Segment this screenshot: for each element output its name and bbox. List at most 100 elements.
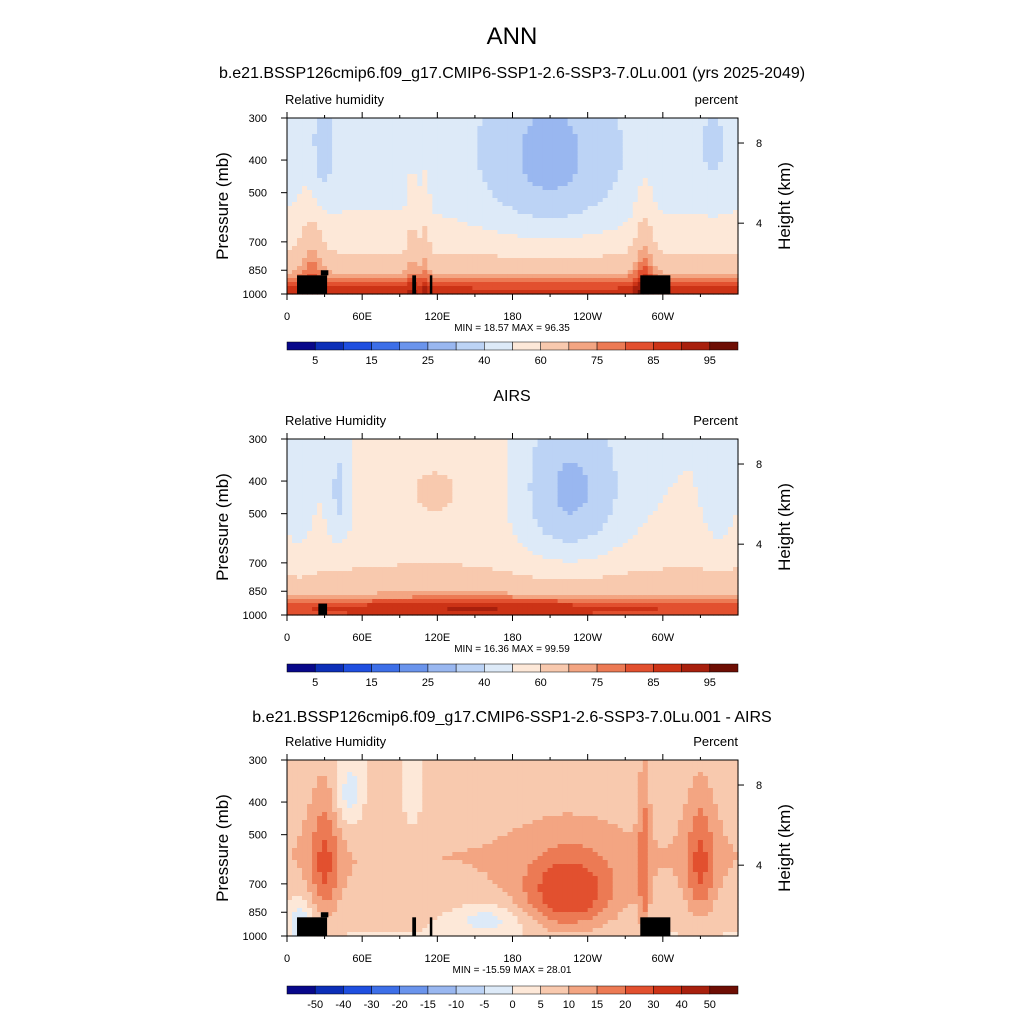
contour-cell: [477, 154, 484, 159]
contour-cell: [662, 198, 669, 203]
contour-cell: [502, 126, 509, 131]
contour-cell: [357, 495, 363, 500]
contour-cell: [552, 142, 559, 147]
contour-cell: [292, 166, 298, 171]
contour-cell: [337, 210, 343, 215]
contour-cell: [727, 254, 734, 259]
contour-cell: [627, 174, 634, 179]
contour-cell: [382, 611, 388, 616]
contour-cell: [462, 122, 468, 127]
contour-cell: [727, 282, 734, 287]
contour-cell: [732, 230, 739, 235]
contour-cell: [322, 471, 328, 476]
contour-cell: [432, 178, 438, 183]
contour-cell: [677, 238, 684, 243]
contour-cell: [312, 222, 318, 227]
contour-cell: [487, 214, 494, 219]
contour-cell: [302, 463, 308, 468]
contour-cell: [377, 282, 383, 287]
contour-cell: [342, 274, 348, 279]
contour-cell: [342, 455, 348, 460]
contour-cell: [407, 178, 413, 183]
contour-cell: [292, 278, 298, 283]
contour-cell: [302, 507, 308, 512]
contour-cell: [397, 274, 403, 279]
contour-cell: [537, 274, 544, 279]
contour-cell: [392, 503, 398, 508]
contour-cell: [522, 142, 529, 147]
contour-cell: [367, 246, 373, 251]
contour-cell: [582, 186, 589, 191]
contour-cell: [537, 234, 544, 239]
contour-cell: [662, 206, 669, 211]
contour-cell: [692, 166, 699, 171]
contour-cell: [622, 118, 629, 123]
contour-cell: [332, 587, 338, 592]
contour-cell: [292, 126, 298, 131]
contour-cell: [362, 587, 368, 592]
contour-cell: [667, 146, 674, 151]
contour-cell: [607, 254, 614, 259]
contour-cell: [652, 126, 659, 131]
contour-cell: [457, 258, 463, 263]
contour-cell: [592, 194, 599, 199]
contour-cell: [527, 134, 534, 139]
contour-cell: [667, 202, 674, 207]
contour-cell: [597, 126, 604, 131]
contour-cell: [312, 571, 318, 576]
contour-cell: [387, 555, 393, 560]
contour-cell: [557, 162, 564, 167]
contour-cell: [487, 218, 494, 223]
contour-cell: [387, 531, 393, 536]
contour-cell: [532, 146, 539, 151]
contour-cell: [602, 274, 609, 279]
colorbar-swatch: [455, 341, 485, 351]
contour-cell: [392, 234, 398, 239]
contour-cell: [327, 202, 333, 207]
contour-cell: [447, 122, 453, 127]
contour-cell: [667, 238, 674, 243]
contour-cell: [587, 170, 594, 175]
contour-cell: [327, 575, 333, 580]
contour-cell: [677, 290, 684, 295]
contour-cell: [642, 262, 649, 267]
contour-cell: [607, 242, 614, 247]
contour-cell: [632, 126, 639, 131]
contour-cell: [387, 559, 393, 564]
contour-cell: [722, 270, 729, 275]
contour-cell: [287, 278, 293, 283]
contour-cell: [732, 150, 739, 155]
contour-cell: [327, 515, 333, 520]
contour-cell: [577, 266, 584, 271]
contour-cell: [287, 238, 293, 243]
contour-cell: [407, 214, 413, 219]
contour-cell: [352, 262, 358, 267]
contour-cell: [572, 166, 579, 171]
contour-cell: [397, 250, 403, 255]
contour-cell: [697, 210, 704, 215]
contour-cell: [542, 158, 549, 163]
contour-cell: [602, 130, 609, 135]
contour-cell: [572, 218, 579, 223]
contour-cell: [672, 142, 679, 147]
contour-cell: [597, 170, 604, 175]
contour-cell: [537, 250, 544, 255]
contour-cell: [677, 246, 684, 251]
contour-cell: [297, 523, 303, 528]
contour-cell: [537, 142, 544, 147]
contour-cell: [467, 202, 474, 207]
contour-cell: [452, 226, 458, 231]
contour-cell: [492, 214, 499, 219]
contour-cell: [707, 142, 714, 147]
contour-cell: [512, 222, 519, 227]
contour-cell: [387, 491, 393, 496]
contour-cell: [357, 186, 363, 191]
contour-cell: [397, 254, 403, 259]
contour-cell: [357, 503, 363, 508]
contour-cell: [402, 166, 408, 171]
contour-cell: [697, 162, 704, 167]
contour-cell: [332, 130, 338, 135]
contour-cell: [287, 122, 293, 127]
contour-cell: [352, 523, 358, 528]
contour-cell: [307, 210, 313, 215]
